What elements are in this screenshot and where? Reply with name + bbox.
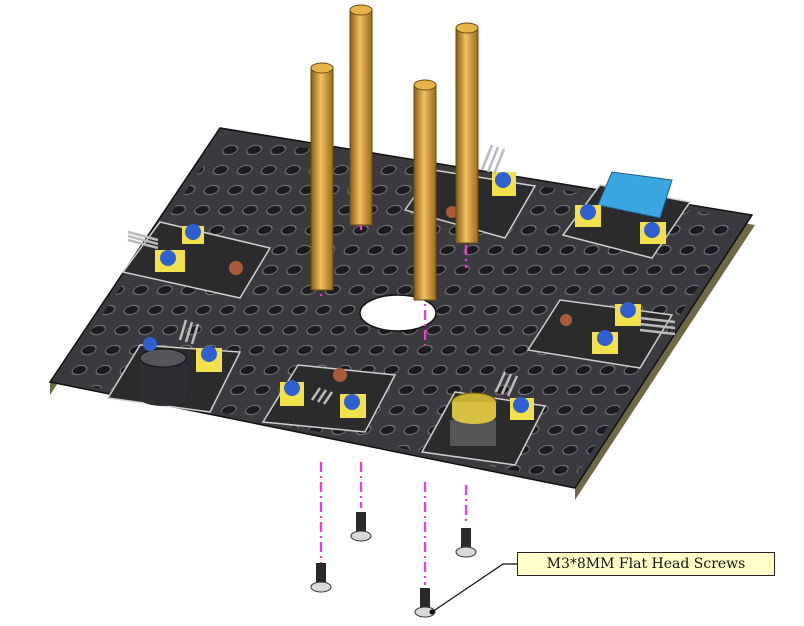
- module-left-top: [121, 221, 272, 299]
- screws: [310, 512, 477, 618]
- callout-leader: [431, 563, 517, 613]
- module-left-bottom: [106, 319, 242, 413]
- photoresistor-icon: [446, 206, 458, 218]
- knob-icon: [344, 394, 360, 410]
- standoff-icon: [455, 22, 479, 244]
- photoresistor-icon: [229, 261, 243, 275]
- module-bottom-middle: [261, 364, 397, 433]
- knob-icon: [644, 222, 660, 238]
- screw-icon: [350, 512, 372, 542]
- standoffs: [310, 4, 479, 301]
- screw-icon: [414, 588, 436, 618]
- button-icon: [450, 392, 497, 446]
- photoresistor-icon: [333, 368, 347, 382]
- screw-icon: [310, 563, 332, 593]
- knob-icon: [597, 330, 613, 346]
- knob-icon: [143, 337, 157, 351]
- screw-icon: [455, 528, 477, 558]
- knob-icon: [160, 250, 176, 266]
- center-hole: [359, 294, 437, 332]
- knob-icon: [580, 204, 596, 220]
- knob-icon: [284, 380, 300, 396]
- standoff-icon: [310, 62, 334, 291]
- knob-icon: [185, 224, 201, 240]
- knob-icon: [495, 172, 511, 188]
- knob-icon: [620, 302, 636, 318]
- humidity-sensor-icon: [597, 171, 673, 219]
- module-bottom-right: [420, 371, 547, 466]
- screw-callout-label: M3*8MM Flat Head Screws: [517, 552, 775, 576]
- knob-icon: [513, 397, 529, 413]
- photoresistor-icon: [560, 314, 572, 326]
- module-right-middle: [526, 299, 676, 369]
- module-right-top: [561, 171, 692, 259]
- knob-icon: [201, 346, 217, 362]
- callout-dot: [429, 609, 435, 615]
- standoff-icon: [349, 4, 373, 226]
- buzzer-icon: [139, 348, 187, 406]
- standoff-icon: [413, 79, 437, 301]
